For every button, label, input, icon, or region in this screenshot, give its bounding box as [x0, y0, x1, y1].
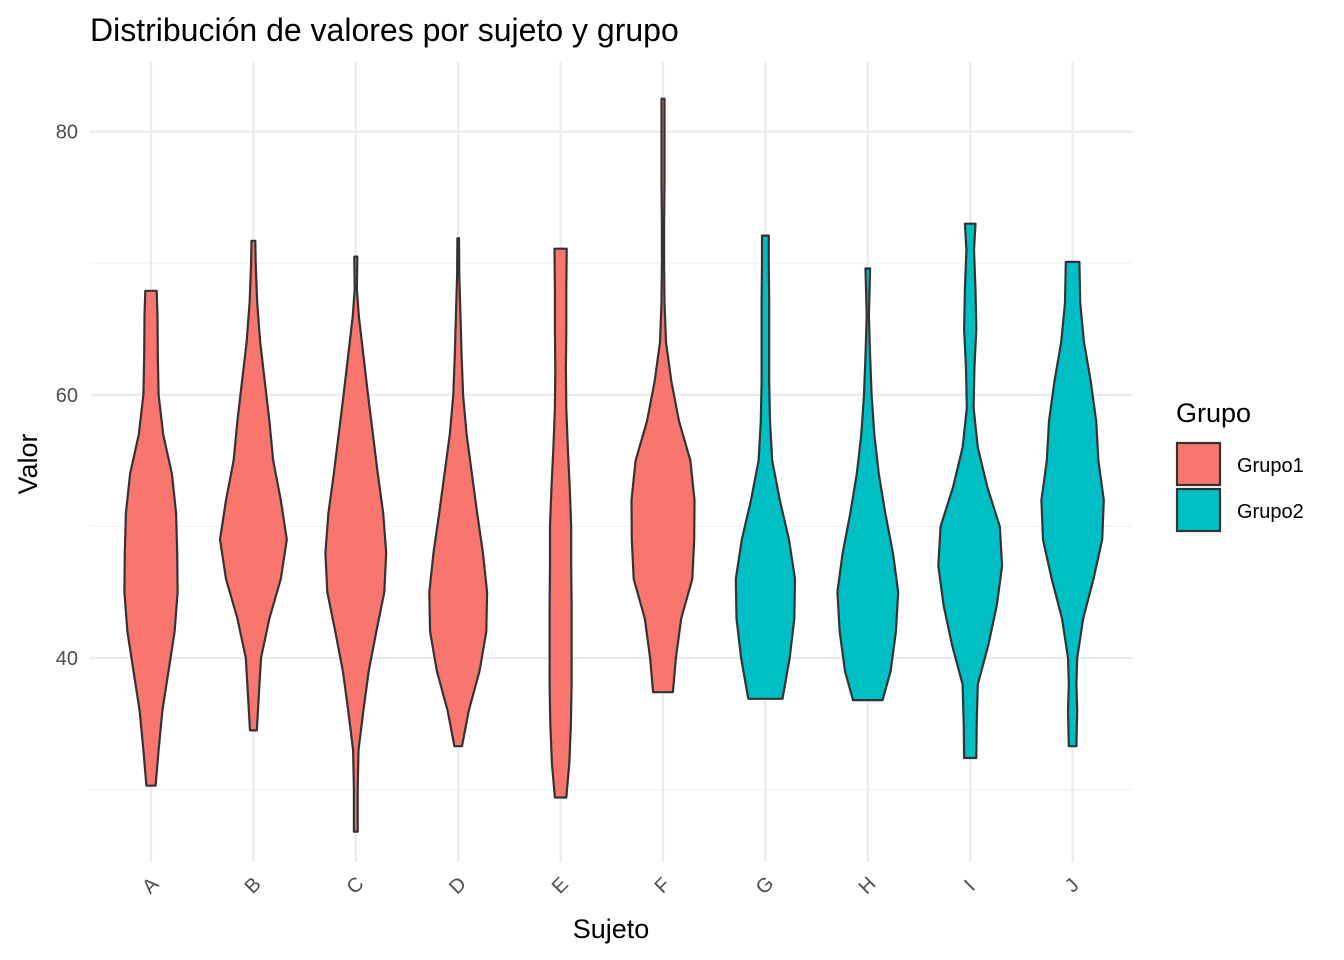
legend-title: Grupo	[1176, 398, 1251, 428]
violin-c	[324, 255, 388, 833]
x-tick-label: H	[855, 873, 881, 899]
legend-key-grupo2	[1175, 487, 1222, 533]
legend-key-grupo1	[1175, 441, 1222, 487]
y-axis-ticks: 40 60 80	[56, 122, 78, 670]
x-tick-label: I	[960, 876, 979, 895]
x-tick-label: B	[241, 873, 266, 898]
legend-label: Grupo2	[1237, 501, 1304, 523]
x-tick-label: A	[138, 873, 163, 898]
violin-layer	[123, 97, 1105, 833]
legend-label: Grupo1	[1237, 455, 1304, 477]
violin-a	[123, 289, 179, 787]
violin-f	[630, 97, 696, 694]
violin-b	[218, 239, 288, 732]
x-axis-ticks: A B C D E F G H I J	[138, 872, 1083, 899]
x-tick-label: J	[1061, 874, 1084, 897]
y-tick-label: 40	[56, 648, 78, 670]
x-tick-label: F	[651, 874, 675, 898]
chart-title: Distribución de valores por sujeto y gru…	[90, 12, 679, 48]
violin-i	[937, 222, 1004, 760]
violin-j	[1040, 260, 1105, 748]
violin-e	[548, 247, 573, 799]
violin-g	[734, 234, 797, 700]
violin-h	[836, 267, 900, 702]
x-axis-title: Sujeto	[573, 914, 650, 944]
x-tick-label: D	[445, 873, 471, 899]
x-tick-label: E	[548, 873, 573, 898]
y-tick-label: 80	[56, 122, 78, 144]
x-tick-label: C	[343, 873, 369, 899]
x-tick-label: G	[752, 872, 779, 899]
y-tick-label: 60	[56, 385, 78, 407]
violin-d	[428, 237, 489, 748]
y-axis-title: Valor	[13, 433, 43, 494]
legend: Grupo Grupo1 Grupo2	[1175, 398, 1304, 533]
